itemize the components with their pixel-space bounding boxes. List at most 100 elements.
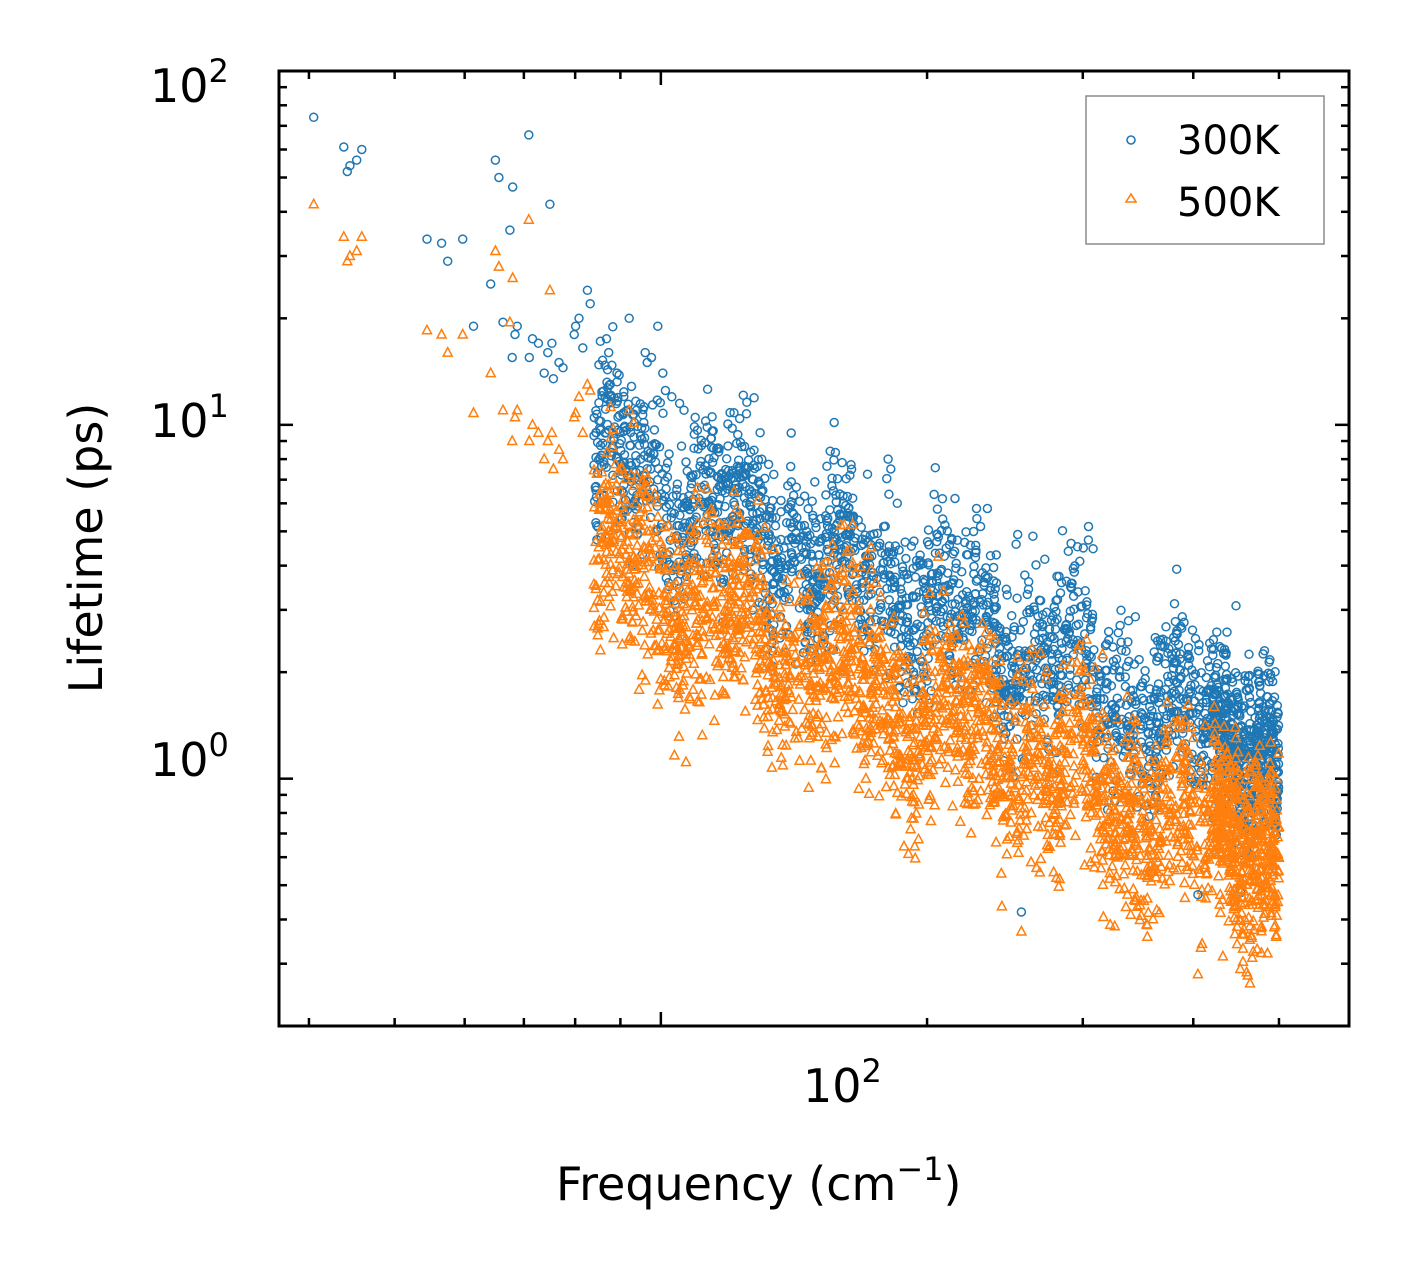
point-500k	[990, 835, 1002, 847]
point-500k	[930, 706, 942, 718]
point-500k	[1043, 840, 1056, 851]
point-500k	[893, 748, 905, 760]
point-300k	[645, 448, 655, 458]
point-500k	[700, 611, 713, 622]
point-500k	[828, 683, 841, 695]
point-300k	[1162, 671, 1173, 682]
point-300k	[664, 449, 674, 459]
point-500k	[1179, 739, 1191, 751]
point-500k	[1184, 792, 1197, 804]
point-500k	[719, 612, 732, 624]
point-300k	[763, 459, 774, 470]
point-500k	[843, 629, 856, 641]
point-500k	[816, 610, 829, 622]
point-300k	[1149, 692, 1159, 702]
point-300k	[1245, 697, 1256, 708]
point-500k	[1121, 751, 1133, 762]
point-500k	[827, 643, 839, 655]
point-500k	[844, 665, 856, 677]
point-300k	[884, 570, 895, 580]
point-500k	[758, 543, 771, 555]
point-500k	[1093, 722, 1106, 734]
point-500k	[1063, 781, 1076, 793]
point-500k	[682, 637, 695, 649]
point-300k	[1182, 695, 1193, 706]
point-500k	[720, 639, 732, 651]
point-500k	[874, 744, 886, 756]
point-500k	[1054, 835, 1067, 847]
point-300k	[1196, 668, 1207, 678]
point-500k	[875, 756, 888, 768]
point-500k	[677, 674, 690, 686]
point-300k	[1175, 664, 1186, 675]
point-500k	[658, 642, 670, 654]
point-500k	[1060, 817, 1073, 829]
point-500k	[850, 654, 862, 666]
point-500k	[1197, 761, 1209, 773]
point-500k	[1076, 785, 1088, 797]
point-500k	[716, 537, 728, 549]
point-300k	[652, 395, 663, 405]
point-500k	[1183, 749, 1196, 761]
point-500k	[958, 712, 971, 724]
point-500k	[820, 682, 832, 694]
point-500k	[606, 563, 619, 575]
point-500k	[975, 654, 987, 666]
point-500k	[602, 478, 615, 490]
point-300k	[779, 543, 789, 553]
point-500k	[902, 723, 914, 735]
point-300k	[1267, 729, 1278, 740]
point-300k	[1121, 646, 1131, 656]
point-300k	[1214, 641, 1225, 652]
point-300k	[901, 617, 912, 628]
point-300k	[838, 491, 848, 501]
point-500k	[992, 756, 1004, 768]
point-300k	[965, 540, 976, 550]
point-500k	[794, 568, 807, 580]
point-500k	[652, 623, 664, 635]
point-500k	[1057, 692, 1070, 704]
point-500k	[786, 703, 799, 715]
point-300k	[903, 637, 913, 648]
point-300k	[869, 529, 879, 539]
point-500k	[1078, 858, 1091, 870]
point-500k	[803, 708, 816, 720]
point-300k	[739, 461, 749, 472]
point-500k	[971, 668, 984, 680]
point-300k	[1167, 654, 1178, 664]
point-300k	[1123, 637, 1133, 647]
point-300k	[681, 457, 691, 467]
point-500k	[604, 599, 617, 611]
point-300k	[944, 586, 954, 597]
point-500k	[689, 584, 701, 596]
point-500k	[975, 637, 988, 649]
point-500k	[724, 550, 736, 562]
point-300k	[1089, 645, 1099, 655]
point-500k	[849, 566, 862, 578]
point-300k	[817, 533, 827, 544]
point-500k	[864, 726, 877, 738]
point-500k	[1063, 716, 1076, 728]
point-500k	[1124, 761, 1137, 772]
point-500k	[1133, 821, 1145, 833]
point-500k	[1096, 853, 1109, 865]
point-500k	[658, 586, 670, 598]
point-300k	[820, 511, 831, 521]
point-500k	[619, 472, 632, 484]
point-300k	[879, 569, 889, 580]
point-500k	[651, 612, 663, 624]
point-500k	[920, 633, 932, 645]
point-500k	[837, 561, 849, 573]
point-300k	[1219, 644, 1230, 655]
point-500k	[825, 577, 838, 589]
point-300k	[851, 580, 862, 590]
point-500k	[1182, 698, 1194, 709]
point-500k	[1022, 758, 1034, 769]
point-300k	[706, 433, 716, 444]
point-500k	[931, 691, 943, 703]
point-500k	[880, 668, 892, 680]
scatter-series-layer	[307, 112, 1285, 988]
point-300k	[1000, 636, 1011, 646]
point-300k	[1253, 666, 1263, 676]
point-300k	[1113, 627, 1124, 638]
